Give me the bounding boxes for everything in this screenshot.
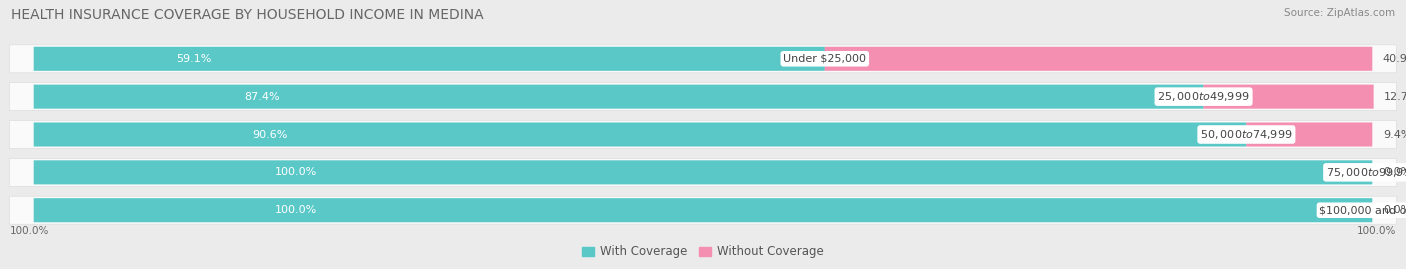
Text: 90.6%: 90.6% (252, 129, 287, 140)
Text: Under $25,000: Under $25,000 (783, 54, 866, 64)
Text: $75,000 to $99,999: $75,000 to $99,999 (1326, 166, 1406, 179)
Text: $50,000 to $74,999: $50,000 to $74,999 (1201, 128, 1292, 141)
Text: Source: ZipAtlas.com: Source: ZipAtlas.com (1284, 8, 1395, 18)
FancyBboxPatch shape (10, 158, 1396, 186)
FancyBboxPatch shape (34, 160, 1372, 184)
FancyBboxPatch shape (34, 122, 1247, 147)
Text: 9.4%: 9.4% (1384, 129, 1406, 140)
FancyBboxPatch shape (10, 196, 1396, 224)
FancyBboxPatch shape (1246, 122, 1372, 147)
Text: 40.9%: 40.9% (1384, 54, 1406, 64)
FancyBboxPatch shape (10, 83, 1396, 111)
Text: 100.0%: 100.0% (10, 226, 49, 236)
Text: 59.1%: 59.1% (176, 54, 211, 64)
FancyBboxPatch shape (1204, 85, 1374, 109)
Text: 100.0%: 100.0% (274, 167, 316, 177)
Text: $25,000 to $49,999: $25,000 to $49,999 (1157, 90, 1250, 103)
Text: 0.0%: 0.0% (1384, 205, 1406, 215)
Legend: With Coverage, Without Coverage: With Coverage, Without Coverage (578, 241, 828, 263)
Text: 100.0%: 100.0% (274, 205, 316, 215)
Text: $100,000 and over: $100,000 and over (1319, 205, 1406, 215)
FancyBboxPatch shape (10, 45, 1396, 73)
Text: 87.4%: 87.4% (245, 92, 280, 102)
Text: 0.0%: 0.0% (1384, 167, 1406, 177)
FancyBboxPatch shape (825, 47, 1372, 71)
Text: 12.7%: 12.7% (1385, 92, 1406, 102)
FancyBboxPatch shape (10, 121, 1396, 148)
Text: HEALTH INSURANCE COVERAGE BY HOUSEHOLD INCOME IN MEDINA: HEALTH INSURANCE COVERAGE BY HOUSEHOLD I… (11, 8, 484, 22)
Text: 100.0%: 100.0% (1357, 226, 1396, 236)
FancyBboxPatch shape (34, 198, 1372, 222)
FancyBboxPatch shape (34, 85, 1204, 109)
FancyBboxPatch shape (34, 47, 825, 71)
